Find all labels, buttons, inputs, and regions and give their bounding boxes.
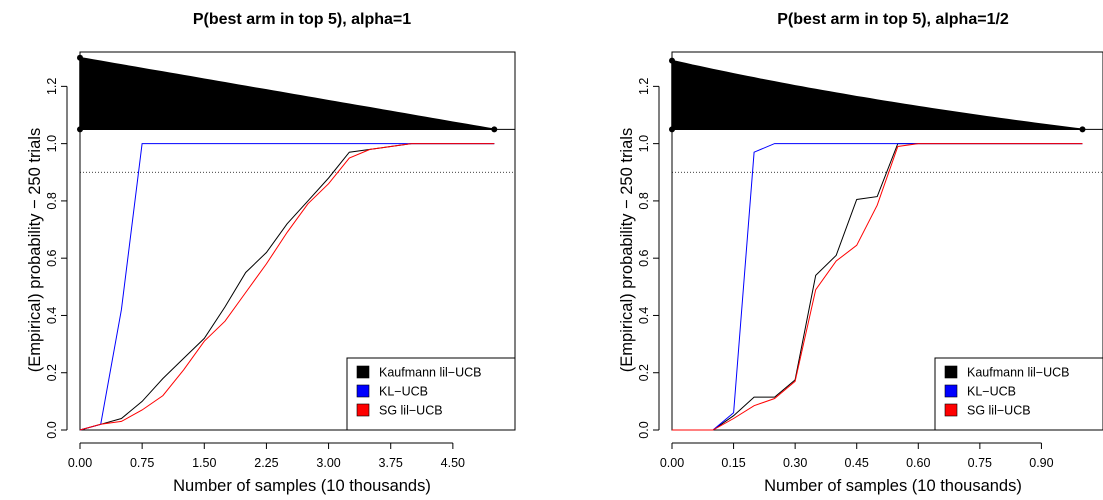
legend-box [346,357,516,431]
legend-label-0: Kaufmann lil−UCB [967,366,1069,380]
legend-box [934,357,1103,431]
wedge-region [671,59,1083,131]
legend-swatch-0 [944,365,958,379]
y-tick-label: 0.6 [45,249,59,266]
y-tick-label: 0.0 [637,421,651,438]
legend-swatch-1 [944,384,958,398]
x-tick-label: 4.50 [441,456,465,470]
x-tick-label: 1.50 [192,456,216,470]
x-tick-label: 0.75 [130,456,154,470]
y-tick-label: 0.8 [637,192,651,209]
x-tick-label: 0.00 [660,456,684,470]
series-line-2 [79,143,495,431]
x-tick-label: 0.00 [68,456,92,470]
legend-swatch-0 [356,365,370,379]
legend: Kaufmann lil−UCB KL−UCB SG lil−UCB [346,357,516,431]
legend: Kaufmann lil−UCB KL−UCB SG lil−UCB [934,357,1103,431]
wedge-region [79,56,495,131]
y-axis-label: (Empirical) probability − 250 trials [26,128,44,372]
wedge-start-point [77,54,83,61]
x-tick-label: 0.60 [906,456,930,470]
x-axis: 0.00 0.15 0.30 0.45 0.60 0.75 0.90 [660,442,1054,470]
y-tick-label: 1.0 [637,135,651,152]
x-tick-label: 0.90 [1029,456,1053,470]
x-tick-label: 0.15 [721,456,745,470]
y-tick-label: 1.2 [45,78,59,95]
y-axis-label: (Empirical) probability − 250 trials [618,128,636,372]
y-tick-label: 0.4 [45,307,59,324]
legend-label-1: KL−UCB [379,385,428,399]
x-tick-label: 0.45 [845,456,869,470]
legend-swatch-1 [356,384,370,398]
y-tick-label: 0.4 [637,307,651,324]
chart-panel-alpha-1: P(best arm in top 5), alpha=1 Number of … [26,11,516,495]
legend-label-1: KL−UCB [967,385,1016,399]
wedge-start-point [669,57,675,64]
x-axis-label: Number of samples (10 thousands) [173,477,431,495]
y-tick-label: 0.8 [45,192,59,209]
chart-title: P(best arm in top 5), alpha=1/2 [777,11,1009,28]
legend-label-2: SG lil−UCB [967,404,1031,418]
x-tick-label: 2.25 [254,456,278,470]
legend-swatch-2 [944,403,958,417]
plot-frame [79,51,516,431]
y-tick-label: 0.2 [637,364,651,381]
y-tick-label: 1.0 [45,135,59,152]
y-tick-label: 1.2 [637,78,651,95]
legend-label-0: Kaufmann lil−UCB [379,366,481,380]
legend-label-2: SG lil−UCB [379,404,443,418]
y-tick-label: 0.6 [637,249,651,266]
x-tick-label: 3.75 [379,456,403,470]
chart-title: P(best arm in top 5), alpha=1 [193,11,411,28]
plot-frame [671,51,1103,431]
y-tick-label: 0.0 [45,421,59,438]
x-tick-label: 0.75 [968,456,992,470]
chart-panel-alpha-half: P(best arm in top 5), alpha=1/2 Number o… [618,11,1103,495]
series-line-2 [672,143,1083,431]
y-axis: 0.0 0.2 0.4 0.6 0.8 1.0 1.2 [45,78,68,439]
x-tick-label: 0.30 [783,456,807,470]
x-tick-label: 3.00 [316,456,340,470]
legend-swatch-2 [356,403,370,417]
x-axis: 0.00 0.75 1.50 2.25 3.00 3.75 4.50 [68,442,465,470]
y-tick-label: 0.2 [45,364,59,381]
x-axis-label: Number of samples (10 thousands) [764,477,1022,495]
y-axis: 0.0 0.2 0.4 0.6 0.8 1.0 1.2 [637,78,660,439]
